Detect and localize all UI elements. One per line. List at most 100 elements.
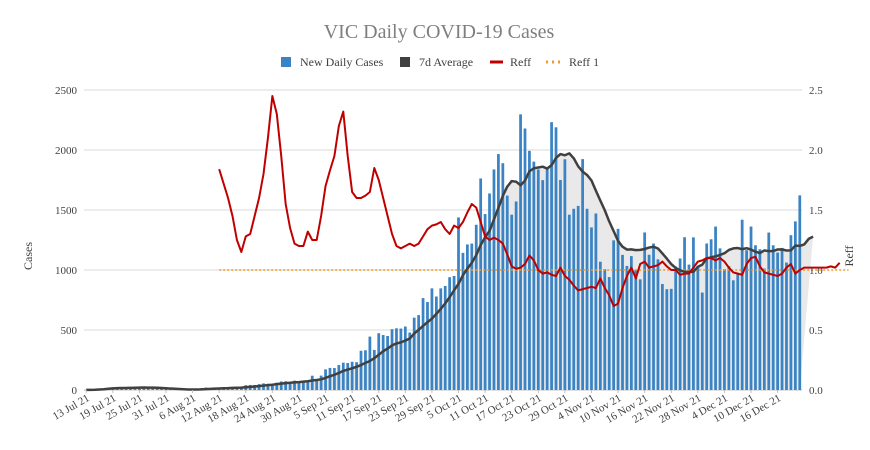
- bar: [151, 388, 155, 390]
- bar: [594, 213, 598, 390]
- bar: [381, 335, 385, 390]
- bar: [550, 122, 553, 390]
- bar: [333, 368, 336, 390]
- bar: [598, 261, 602, 390]
- bar: [155, 388, 159, 390]
- bar: [629, 256, 633, 390]
- bar: [421, 298, 425, 390]
- bar: [572, 208, 576, 390]
- y-tick-label: 2000: [55, 145, 78, 157]
- bar: [142, 387, 146, 390]
- bar: [545, 169, 549, 390]
- bar: [607, 277, 611, 390]
- bar: [643, 232, 647, 390]
- bar: [337, 365, 341, 390]
- bar: [470, 243, 474, 390]
- legend-item-reff[interactable]: Reff: [490, 55, 531, 69]
- y2-tick-label: 2.0: [809, 145, 823, 157]
- bar: [793, 221, 797, 390]
- bar: [328, 367, 332, 390]
- y-ticks: 0 500 1000 1500 2000 2500: [55, 85, 78, 397]
- bar: [501, 163, 505, 390]
- bar: [510, 214, 514, 390]
- bar: [284, 381, 288, 390]
- legend-swatch-7d-average: [400, 57, 410, 67]
- legend-label-new-daily-cases: New Daily Cases: [300, 55, 384, 69]
- bar: [434, 296, 438, 390]
- bar: [740, 219, 744, 390]
- bar: [466, 244, 469, 390]
- bars: [93, 114, 802, 391]
- bar: [439, 288, 443, 390]
- bar: [647, 254, 651, 390]
- bar: [474, 224, 478, 390]
- bar: [727, 266, 731, 390]
- bar: [785, 262, 788, 390]
- bar: [430, 288, 434, 390]
- legend-item-reff-1[interactable]: Reff 1: [546, 55, 599, 69]
- bar: [581, 159, 584, 390]
- bar: [718, 248, 722, 390]
- bar: [536, 169, 540, 390]
- bar: [386, 336, 389, 390]
- bar: [310, 375, 314, 390]
- bar: [417, 315, 420, 390]
- y2-tick-label: 1.0: [809, 265, 823, 277]
- legend-item-new-daily-cases[interactable]: New Daily Cases: [281, 55, 384, 69]
- bar: [762, 268, 766, 390]
- reff-line: [218, 95, 841, 307]
- bar: [146, 387, 150, 390]
- y-tick-label: 2500: [55, 85, 78, 97]
- bar: [355, 362, 358, 390]
- bar: [395, 328, 398, 390]
- bar: [275, 382, 279, 390]
- legend: New Daily Cases 7d Average Reff Reff 1: [281, 55, 599, 69]
- bar: [457, 217, 460, 390]
- bar: [297, 381, 301, 390]
- bar: [723, 269, 726, 390]
- bar: [359, 350, 363, 390]
- y-tick-label: 500: [61, 325, 78, 337]
- bar: [408, 332, 412, 390]
- y-tick-label: 1000: [55, 265, 78, 277]
- bar: [368, 336, 372, 390]
- bar: [452, 276, 456, 390]
- bar: [315, 379, 319, 390]
- bar: [461, 252, 465, 390]
- bar: [736, 272, 740, 390]
- bar: [412, 317, 416, 390]
- bar: [488, 193, 491, 390]
- bar: [616, 228, 620, 390]
- bar: [674, 266, 678, 390]
- legend-label-reff-1: Reff 1: [569, 55, 599, 69]
- y-tick-label: 1500: [55, 205, 78, 217]
- bar: [749, 226, 753, 390]
- y-tick-label: 0: [72, 385, 78, 397]
- bar: [696, 265, 700, 390]
- bar: [288, 382, 292, 390]
- bar: [364, 350, 367, 390]
- bar: [692, 237, 695, 390]
- bar: [754, 245, 757, 390]
- bar: [612, 240, 616, 390]
- bar: [638, 279, 642, 390]
- bar: [576, 205, 580, 390]
- bar: [479, 178, 483, 390]
- bar: [705, 243, 709, 390]
- bar: [372, 349, 376, 390]
- bar: [532, 161, 536, 390]
- bar: [731, 280, 735, 390]
- bar: [270, 384, 274, 390]
- legend-item-7d-average[interactable]: 7d Average: [400, 55, 473, 69]
- bar: [403, 326, 407, 390]
- bar: [669, 288, 673, 390]
- bar: [319, 375, 323, 390]
- bar: [789, 235, 793, 390]
- bar: [306, 381, 310, 390]
- bar: [399, 328, 403, 390]
- y2-tick-label: 2.5: [809, 85, 823, 97]
- bar: [377, 333, 381, 390]
- y2-tick-label: 0.5: [809, 325, 823, 337]
- bar: [541, 180, 545, 390]
